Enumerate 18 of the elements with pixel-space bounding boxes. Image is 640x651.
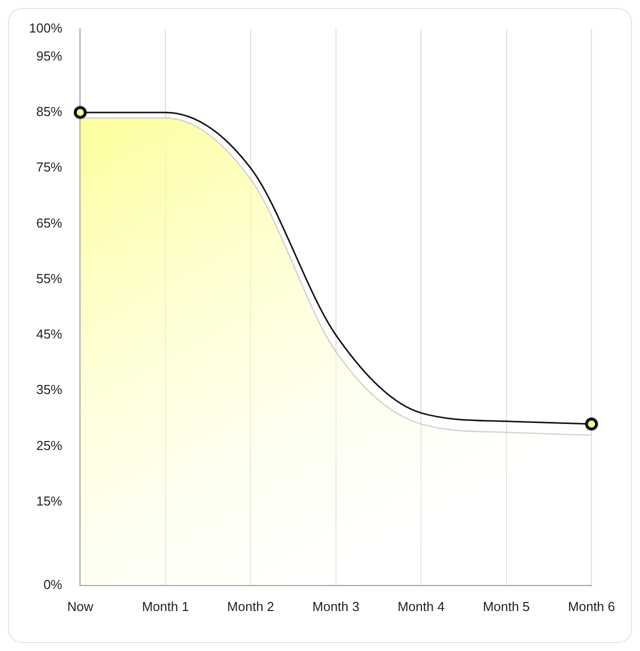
y-tick-label: 75% (36, 160, 63, 175)
y-tick-label: 65% (36, 215, 63, 230)
x-tick-label: Month 5 (482, 598, 530, 614)
y-tick-label: 25% (36, 438, 63, 453)
y-tick-label: 85% (36, 104, 63, 120)
y-tick-label: 0% (43, 576, 63, 592)
x-tick-label: Month 6 (568, 598, 616, 614)
y-tick-label: 35% (36, 382, 63, 398)
y-tick-label: 15% (36, 494, 63, 509)
y-tick-label: 95% (36, 48, 63, 64)
x-tick-label: Month 2 (227, 598, 274, 614)
x-tick-label: Month 4 (398, 598, 445, 614)
y-tick-label: 55% (36, 270, 63, 286)
y-tick-label: 45% (36, 326, 63, 342)
x-tick-label: Month 3 (312, 598, 360, 614)
x-tick-label: Month 1 (142, 598, 189, 614)
y-tick-label: 100% (29, 20, 63, 36)
x-tick-label: Now (67, 598, 94, 614)
